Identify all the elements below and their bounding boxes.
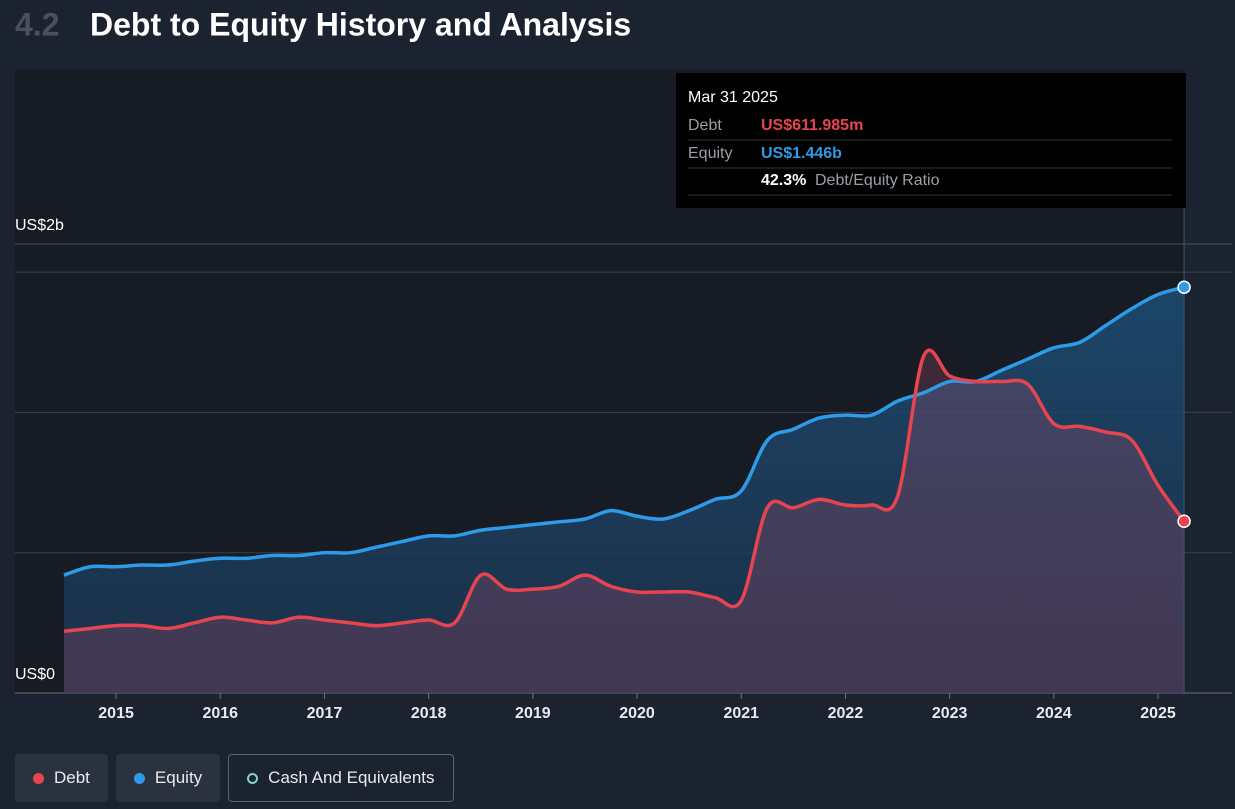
legend-label: Cash And Equivalents	[268, 768, 435, 787]
title: Debt to Equity History and Analysis	[90, 6, 631, 42]
legend-item[interactable]: Equity	[115, 754, 221, 802]
y-tick-label: US$2b	[15, 217, 64, 234]
tooltip-value: US$1.446b	[761, 145, 842, 162]
area	[63, 350, 1185, 693]
legend-item[interactable]: Debt	[15, 754, 108, 802]
tooltip-label: Equity	[688, 145, 732, 162]
tooltip: Mar 31 2025 Debt US$611.985m Equity US$1.446…	[676, 73, 1186, 208]
x-tick-label: 2024	[1036, 705, 1072, 722]
y-tick-label: US$0	[15, 666, 55, 683]
x-tick-label: 2022	[828, 705, 864, 722]
x-tick-label: 2016	[202, 705, 238, 722]
legend-swatch	[247, 772, 259, 784]
hover-point	[1177, 514, 1191, 529]
x-tick-label: 2021	[723, 705, 759, 722]
legend: Debt Equity Cash And Equivalents	[15, 754, 454, 802]
legend-label: Equity	[154, 768, 203, 787]
tooltip-value: US$611.985m	[761, 117, 863, 134]
legend-swatch	[133, 772, 145, 784]
x-tick-label: 2020	[619, 705, 655, 722]
plot: US$0 US$2b 2015 2016 2017 2018 2019 2020 2021 202…	[15, 70, 1232, 722]
hover-point	[1177, 280, 1191, 294]
section-number: 4.2	[15, 6, 59, 42]
line	[63, 348, 1186, 634]
legend-item[interactable]: Cash And Equivalents	[228, 754, 454, 802]
x-tick-label: 2023	[932, 705, 968, 722]
tooltip-label: Debt/Equity Ratio	[815, 172, 940, 189]
area	[63, 287, 1185, 693]
x-tick-label: 2015	[98, 705, 134, 722]
tooltip-value: 42.3%	[761, 172, 806, 189]
x-tick-label: 2017	[307, 705, 343, 722]
x-tick-label: 2025	[1140, 705, 1176, 722]
legend-swatch	[33, 772, 44, 784]
x-tick-label: 2019	[515, 705, 551, 722]
x-tick-label: 2018	[411, 705, 447, 722]
legend-label: Debt	[54, 768, 90, 787]
line	[63, 285, 1185, 577]
tooltip-label: Debt	[688, 117, 722, 134]
tooltip-date: Mar 31 2025	[688, 89, 778, 106]
